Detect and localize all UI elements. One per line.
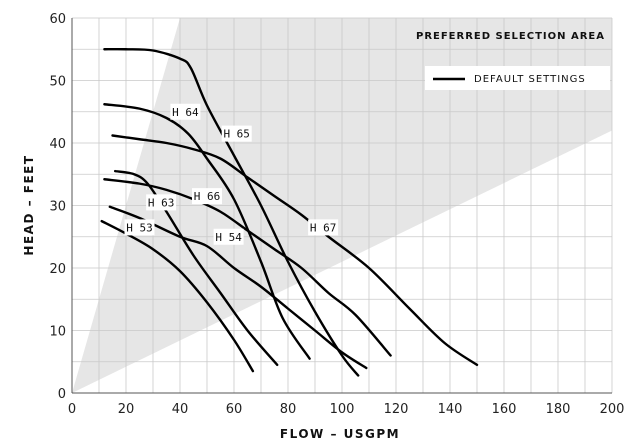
curve-label-h67: H 67 — [308, 219, 339, 236]
curve-label-text: H 65 — [223, 128, 250, 141]
curve-label-h66: H 66 — [192, 188, 222, 205]
preferred-selection-area-label: PREFERRED SELECTION AREA — [416, 31, 605, 42]
curve-label-h65: H 65 — [221, 125, 252, 142]
curve-label-text: H 63 — [148, 196, 175, 209]
y-tick-label: 30 — [49, 200, 66, 215]
axes — [71, 18, 612, 394]
curve-h66 — [103, 178, 392, 357]
curve-label-text: H 64 — [172, 106, 199, 119]
x-tick-label: 140 — [438, 402, 463, 417]
curve-label-bg — [213, 228, 244, 245]
curve-label-bg — [124, 219, 155, 236]
curve-label-h64: H 64 — [170, 103, 201, 120]
curve-label-text: H 67 — [310, 221, 337, 234]
curve-label-h63: H 63 — [146, 194, 177, 211]
curve-label-h54: H 54 — [213, 228, 244, 245]
curve-h65 — [103, 47, 360, 377]
x-tick-labels: 0 20 40 60 80 100 120 140 160 180 200 — [68, 402, 625, 417]
curve-label-h53: H 53 — [124, 219, 155, 236]
y-tick-label: 50 — [49, 75, 66, 90]
x-tick-label: 60 — [226, 402, 243, 417]
y-tick-label: 0 — [58, 387, 66, 402]
pump-curves — [100, 47, 479, 377]
curve-h67 — [111, 134, 479, 367]
x-tick-label: 180 — [546, 402, 571, 417]
x-tick-label: 40 — [172, 402, 189, 417]
y-tick-label: 40 — [49, 137, 66, 152]
y-axis-title: HEAD – FEET — [22, 154, 36, 255]
curve-label-bg — [308, 219, 339, 236]
x-axis-title: FLOW – USGPM — [280, 427, 400, 441]
curve-h63 — [114, 169, 279, 367]
curve-label-text: H 66 — [194, 190, 221, 203]
x-tick-label: 20 — [118, 402, 135, 417]
x-tick-label: 100 — [330, 402, 355, 417]
x-tick-label: 120 — [384, 402, 409, 417]
x-tick-label: 200 — [600, 402, 625, 417]
curve-label-bg — [221, 125, 252, 142]
y-tick-label: 10 — [49, 325, 66, 340]
y-tick-label: 20 — [49, 262, 66, 277]
y-tick-labels: 0 10 20 30 40 50 60 — [49, 12, 66, 402]
x-tick-label: 160 — [492, 402, 517, 417]
x-tick-label: 0 — [68, 402, 76, 417]
curve-h64 — [103, 103, 311, 360]
curve-label-text: H 54 — [215, 231, 242, 244]
curve-label-bg — [192, 188, 222, 205]
curve-h54 — [108, 205, 368, 370]
y-tick-label: 60 — [49, 12, 66, 27]
x-tick-label: 80 — [280, 402, 297, 417]
legend-label: DEFAULT SETTINGS — [474, 74, 586, 85]
legend: DEFAULT SETTINGS — [425, 66, 610, 90]
curve-labels: H 53 H 54 H 63 H 64 H 65 H 66 H 67 — [124, 103, 339, 245]
curve-label-text: H 53 — [126, 221, 153, 234]
curve-label-bg — [170, 103, 201, 120]
curve-label-bg — [146, 194, 177, 211]
